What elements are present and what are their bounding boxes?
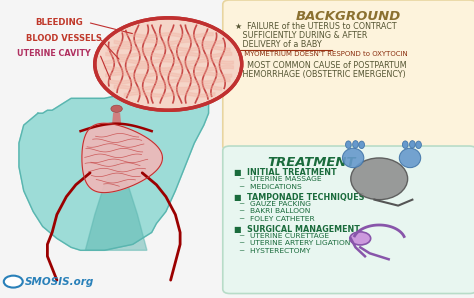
FancyBboxPatch shape <box>223 0 474 150</box>
Text: ~  UTERINE CURETTAGE: ~ UTERINE CURETTAGE <box>239 233 329 239</box>
Text: HEMORRHAGE (OBSTETRIC EMERGENCY): HEMORRHAGE (OBSTETRIC EMERGENCY) <box>235 70 405 79</box>
FancyBboxPatch shape <box>223 146 474 294</box>
Text: DELIVERY of a BABY: DELIVERY of a BABY <box>235 40 321 49</box>
Text: SUFFICIENTLY DURING & AFTER: SUFFICIENTLY DURING & AFTER <box>235 31 367 40</box>
Polygon shape <box>82 123 163 193</box>
Text: ★  FAILURE of the UTERUS to CONTRACT: ★ FAILURE of the UTERUS to CONTRACT <box>235 22 396 31</box>
Circle shape <box>350 232 371 245</box>
Polygon shape <box>19 86 209 250</box>
Text: ■  SURGICAL MANAGEMENT: ■ SURGICAL MANAGEMENT <box>234 225 360 234</box>
Ellipse shape <box>351 158 408 200</box>
Ellipse shape <box>353 141 358 148</box>
Text: ~  MEDICATIONS: ~ MEDICATIONS <box>239 184 302 190</box>
Circle shape <box>111 105 122 112</box>
Text: ~  BAKRI BALLOON: ~ BAKRI BALLOON <box>239 208 311 214</box>
Text: ~  HYSTERECTOMY: ~ HYSTERECTOMY <box>239 248 311 254</box>
Text: BLEEDING: BLEEDING <box>36 18 83 27</box>
Ellipse shape <box>410 141 415 148</box>
Ellipse shape <box>416 141 421 149</box>
Ellipse shape <box>359 141 365 149</box>
Text: BLOOD VESSELS: BLOOD VESSELS <box>26 34 102 43</box>
Text: ★  MOST COMMON CAUSE of POSTPARTUM: ★ MOST COMMON CAUSE of POSTPARTUM <box>235 61 406 70</box>
Text: ■  TAMPONADE TECHNIQUES: ■ TAMPONADE TECHNIQUES <box>234 193 364 202</box>
Polygon shape <box>85 161 147 250</box>
Circle shape <box>4 276 23 288</box>
Text: ■  INITIAL TREATMENT: ■ INITIAL TREATMENT <box>234 168 337 177</box>
Text: ~  FOLEY CATHETER: ~ FOLEY CATHETER <box>239 216 315 222</box>
Ellipse shape <box>399 148 421 167</box>
Text: ~  UTERINE MASSAGE: ~ UTERINE MASSAGE <box>239 176 322 182</box>
Circle shape <box>95 18 242 110</box>
Text: SMOSIS.org: SMOSIS.org <box>25 277 94 287</box>
Ellipse shape <box>402 141 408 148</box>
Text: ~  UTERINE ARTERY LIGATION: ~ UTERINE ARTERY LIGATION <box>239 240 351 246</box>
Text: — MYOMETRIUM DOESN'T RESPOND to OXYTOCIN: — MYOMETRIUM DOESN'T RESPOND to OXYTOCIN <box>235 51 407 57</box>
Text: UTERINE CAVITY: UTERINE CAVITY <box>17 49 91 58</box>
Polygon shape <box>113 113 120 124</box>
Text: ~  GAUZE PACKING: ~ GAUZE PACKING <box>239 201 311 207</box>
Ellipse shape <box>342 148 364 167</box>
Text: TREATMENT: TREATMENT <box>268 156 356 170</box>
Ellipse shape <box>346 141 351 148</box>
Text: BACKGROUND: BACKGROUND <box>296 10 401 24</box>
